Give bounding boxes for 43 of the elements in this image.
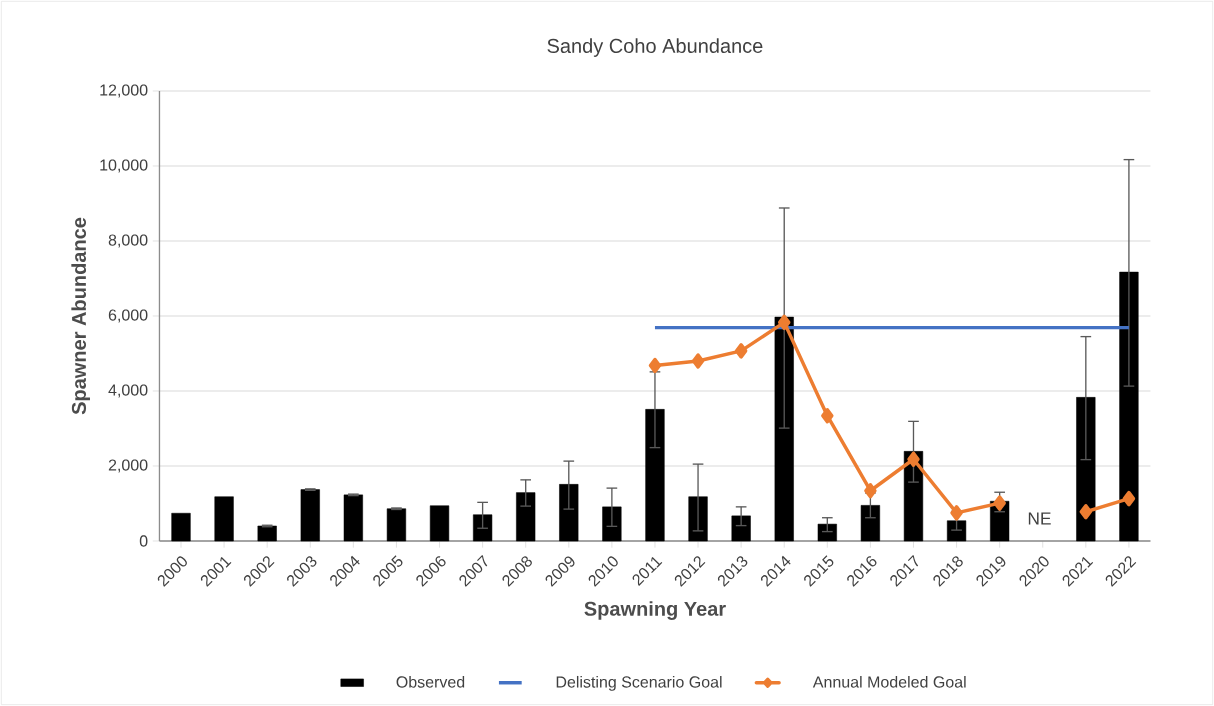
point	[907, 451, 920, 467]
bar	[817, 523, 837, 542]
point	[648, 357, 662, 374]
point	[734, 343, 748, 359]
y-axis-title: Spawner Abundance	[71, 217, 90, 415]
point	[993, 495, 1006, 511]
point	[1079, 504, 1093, 520]
legend-label: Delisting Scenario Goal	[556, 675, 722, 691]
point	[1122, 490, 1136, 507]
y-tick-label: 8,000	[108, 234, 148, 248]
bar	[171, 512, 191, 542]
bar	[774, 316, 794, 542]
y-tick-label: 10,000	[100, 159, 148, 173]
legend-label: Observed	[396, 675, 465, 688]
bar	[946, 520, 967, 542]
bar	[860, 505, 880, 542]
bar	[473, 514, 493, 542]
point	[950, 505, 963, 521]
bar	[429, 505, 450, 542]
legend-label: Annual Modeled Goal	[812, 675, 966, 688]
point	[864, 483, 877, 499]
bar	[300, 489, 320, 542]
bar	[386, 508, 407, 542]
bar	[1119, 271, 1139, 542]
bar	[731, 515, 751, 542]
point	[691, 353, 705, 369]
y-tick-label: 12,000	[100, 84, 148, 98]
annotation: NE	[1028, 512, 1051, 525]
point	[821, 408, 834, 424]
x-axis-title: Spawning Year	[584, 601, 726, 620]
bar	[214, 496, 234, 542]
chart-title: Sandy Coho Abundance	[547, 38, 763, 57]
y-tick-label: 0	[139, 535, 148, 547]
bar	[516, 492, 536, 542]
y-tick-label: 2,000	[108, 459, 148, 473]
y-tick-label: 4,000	[108, 384, 148, 398]
bar	[645, 409, 665, 542]
bar	[343, 494, 363, 542]
bar	[257, 525, 277, 542]
bar	[559, 484, 579, 542]
bar	[1076, 397, 1096, 542]
point	[777, 314, 791, 331]
y-tick-label: 6,000	[108, 309, 148, 323]
